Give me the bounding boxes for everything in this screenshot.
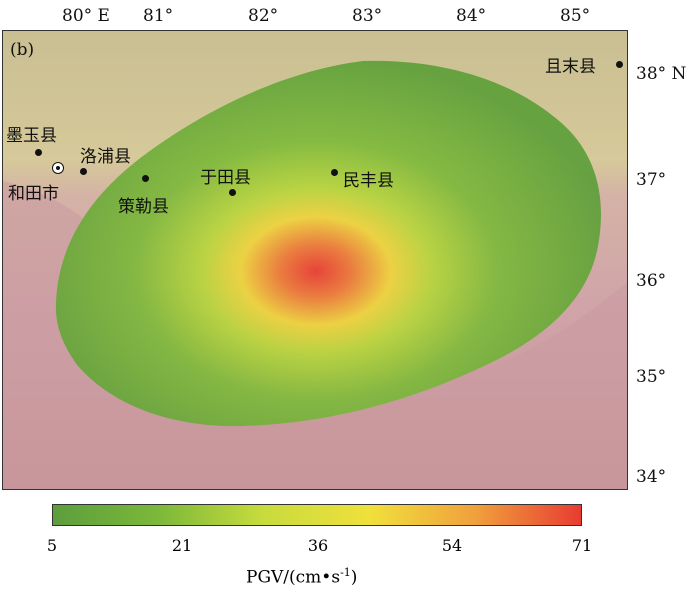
colorbar-title-close: )	[350, 567, 358, 588]
dot-separator: •	[321, 567, 332, 588]
pgv-map	[2, 30, 628, 490]
lon-label-82: 82°	[248, 6, 279, 26]
city-label-cele: 策勒县	[118, 197, 169, 217]
city-label-yutian: 于田县	[200, 168, 251, 188]
lat-label-38: 38° N	[636, 64, 687, 84]
colorbar-title-text: PGV/(cm	[246, 567, 322, 588]
pgv-contour-area	[55, 60, 601, 427]
colorbar-title: PGV/(cm•s-1)	[246, 566, 357, 588]
lon-label-84: 84°	[456, 6, 487, 26]
colorbar-tick: 54	[441, 536, 463, 555]
city-label-hotan: 和田市	[8, 184, 59, 204]
lon-label-80: 80° E	[62, 6, 110, 26]
colorbar-tick: 5	[46, 536, 58, 555]
colorbar-tick: 36	[307, 536, 329, 555]
city-marker-luopu	[80, 168, 87, 175]
city-marker-hotan	[52, 162, 64, 174]
lat-label-36: 36°	[636, 271, 667, 291]
city-marker-yutian	[229, 189, 236, 196]
lat-label-34: 34°	[636, 467, 667, 487]
city-label-minfeng: 民丰县	[343, 171, 394, 191]
colorbar-tick: 71	[571, 536, 593, 555]
panel-label: (b)	[10, 40, 35, 60]
lon-label-85: 85°	[560, 6, 591, 26]
city-marker-minfeng	[331, 169, 338, 176]
city-label-moyu: 墨玉县	[6, 126, 57, 146]
colorbar-title-exp: -1	[340, 566, 351, 579]
city-marker-qiemo	[616, 61, 623, 68]
city-label-luopu: 洛浦县	[80, 147, 131, 167]
city-marker-moyu	[35, 149, 42, 156]
lon-label-81: 81°	[143, 6, 174, 26]
colorbar-title-unit: s	[331, 567, 341, 588]
lon-label-83: 83°	[352, 6, 383, 26]
colorbar	[52, 504, 582, 526]
map-svg	[3, 31, 627, 489]
city-marker-cele	[142, 175, 149, 182]
colorbar-tick: 21	[171, 536, 193, 555]
city-label-qiemo: 且末县	[545, 57, 596, 77]
lat-label-37: 37°	[636, 170, 667, 190]
lat-label-35: 35°	[636, 367, 667, 387]
